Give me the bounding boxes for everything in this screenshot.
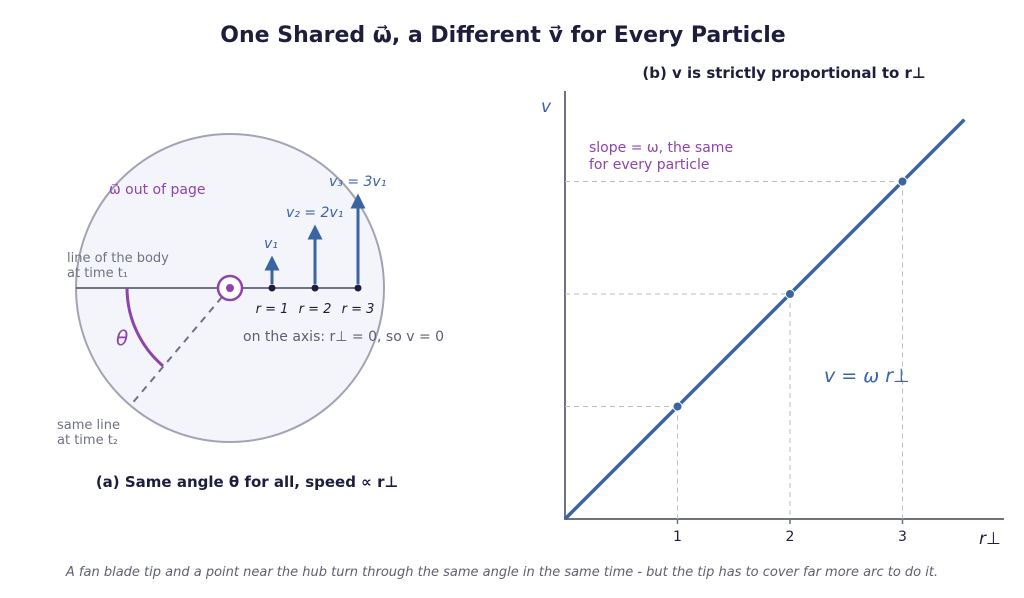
radius-label-3: r = 3	[342, 302, 375, 317]
omega-label: ω⃗ out of page	[109, 182, 205, 198]
velocity-label-2: v₂ = 2v₁	[286, 205, 343, 221]
panel-a-title: (a) Same angle θ for all, speed ∝ r⊥	[96, 473, 398, 491]
radius-label-2: r = 2	[299, 302, 332, 317]
body-line-t2	[129, 296, 223, 407]
particle-3-dot	[354, 284, 362, 292]
x-axis-label: r⊥	[979, 529, 1001, 549]
figure-caption: A fan blade tip and a point near the hub…	[65, 565, 938, 580]
data-point-2	[785, 289, 795, 299]
velocity-label-1: v₁	[264, 236, 278, 252]
theta-arc	[125, 287, 164, 368]
data-point-1	[672, 401, 683, 412]
panel-a: θ ω⃗ out of page line of the body at tim…	[57, 133, 444, 491]
proportional-line	[563, 118, 966, 521]
panel-b: (b) v is strictly proportional to r⊥ v r…	[541, 64, 1004, 549]
particle-1-dot	[268, 284, 276, 292]
data-points	[672, 176, 908, 412]
figure-title: One Shared ω⃗, a Different v⃗ for Every …	[220, 23, 785, 48]
y-axis-label: v	[541, 97, 552, 117]
guide-lines	[565, 181, 903, 519]
x-tick-label-1: 1	[673, 529, 682, 545]
theta-label: θ	[116, 326, 128, 350]
x-tick-labels: 1 2 3	[673, 519, 907, 545]
equation-label: v = ω r⊥	[824, 365, 910, 387]
x-tick-label-2: 2	[786, 529, 795, 545]
data-point-3	[897, 176, 908, 187]
x-tick-label-3: 3	[898, 529, 907, 545]
line-t2-label: same line at time t₂	[57, 418, 124, 448]
line-t1-label: line of the body at time t₁	[67, 251, 173, 281]
axis-note: on the axis: r⊥ = 0, so v = 0	[243, 329, 444, 345]
radius-label-1: r = 1	[256, 302, 289, 317]
panel-b-title: (b) v is strictly proportional to r⊥	[642, 64, 925, 82]
velocity-label-3: v₃ = 3v₁	[329, 174, 386, 190]
omega-dot-icon	[226, 284, 234, 292]
particle-2-dot	[311, 284, 319, 292]
slope-note: slope = ω, the same for every particle	[589, 140, 738, 173]
